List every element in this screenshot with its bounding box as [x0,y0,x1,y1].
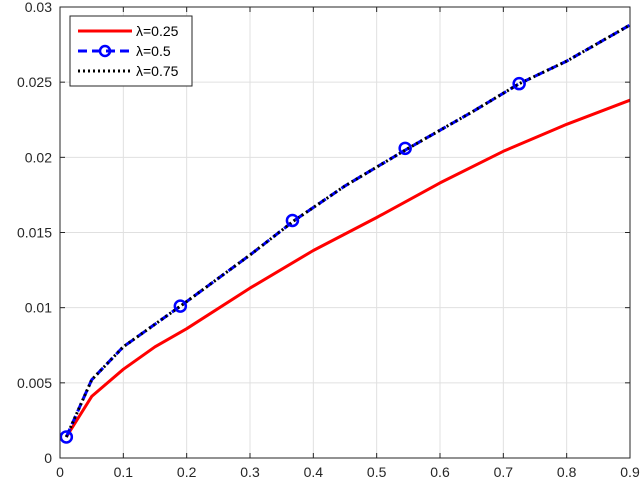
y-tick-label: 0 [44,450,52,466]
x-tick-label: 0.2 [177,464,197,480]
x-tick-label: 0.6 [430,464,450,480]
legend-label-0: λ=0.25 [136,23,179,39]
plot-area [59,23,631,444]
y-tick-label: 0.03 [25,0,52,15]
x-tick-label: 0.7 [494,464,514,480]
y-tick-label: 0.005 [17,375,52,391]
legend-box [69,15,193,87]
series-line-0 [65,98,631,438]
legend-marker [98,44,112,58]
legend: λ=0.25 λ=0.5 λ=0.75 [69,15,193,87]
legend-label-2: λ=0.75 [136,63,179,79]
series-line-2 [64,23,631,438]
series-marker [512,76,526,91]
y-tick-label: 0.01 [25,300,52,316]
series-marker [173,299,188,313]
x-tick-label: 0.8 [557,464,577,480]
legend-label-1: λ=0.5 [136,43,171,59]
x-tick-label: 0 [56,464,64,480]
x-tick-label: 0.9 [620,464,640,480]
series-marker [285,213,300,228]
x-tick-label: 0.4 [304,464,324,480]
series-marker [398,141,412,156]
axes: 0 0.1 0.2 0.3 0.4 0.5 0.6 0.7 0.8 0.9 0 0.005 0.01 0.… [17,0,640,480]
x-tick-label: 0.1 [114,464,134,480]
y-tick-label: 0.015 [17,225,52,241]
x-tick-label: 0.3 [240,464,260,480]
x-tick-label: 0.5 [367,464,387,480]
series-marker [59,430,74,444]
y-tick-label: 0.02 [25,149,52,165]
y-tick-label: 0.025 [17,74,52,90]
